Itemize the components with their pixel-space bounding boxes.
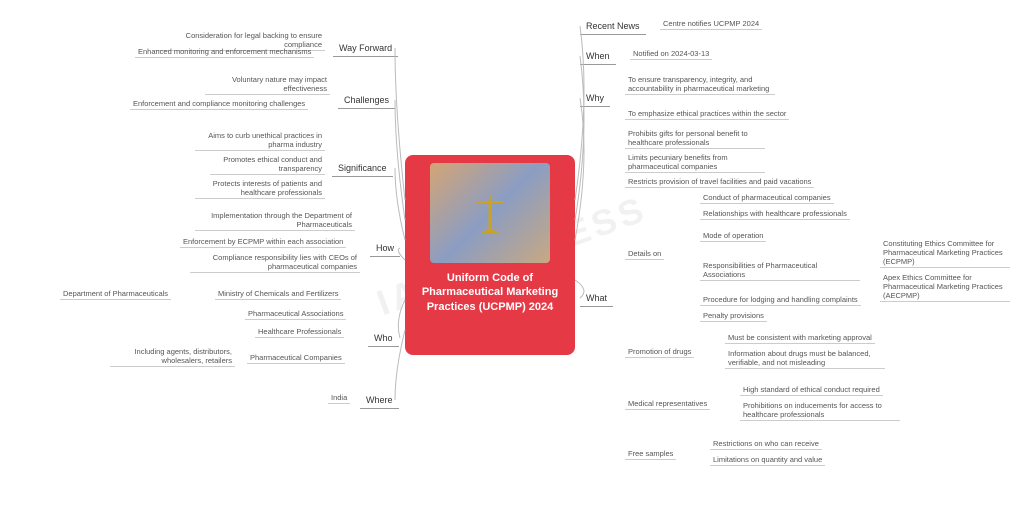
leaf: Aims to curb unethical practices in phar… <box>195 130 325 151</box>
leaf: Promotes ethical conduct and transparenc… <box>210 154 325 175</box>
leaf: Protects interests of patients and healt… <box>195 178 325 199</box>
leaf: Relationships with healthcare profession… <box>700 208 850 220</box>
center-node: Uniform Code of Pharmaceutical Marketing… <box>405 155 575 355</box>
leaf: Ministry of Chemicals and Fertilizers <box>215 288 341 300</box>
branch-why: Why <box>580 90 610 107</box>
leaf: Information about drugs must be balanced… <box>725 348 885 369</box>
leaf: Mode of operation <box>700 230 766 242</box>
branch-significance: Significance <box>332 160 393 177</box>
branch-when: When <box>580 48 616 65</box>
sub-samples: Free samples <box>625 448 676 460</box>
leaf: To emphasize ethical practices within th… <box>625 108 789 120</box>
branch-who: Who <box>368 330 399 347</box>
leaf: Enforcement by ECPMP within each associa… <box>180 236 346 248</box>
leaf: Responsibilities of Pharmaceutical Assoc… <box>700 260 860 281</box>
leaf: Prohibits gifts for personal benefit to … <box>625 128 765 149</box>
leaf: High standard of ethical conduct require… <box>740 384 883 396</box>
leaf: Restrictions on who can receive <box>710 438 822 450</box>
center-image <box>430 163 550 263</box>
leaf: Restricts provision of travel facilities… <box>625 176 814 188</box>
leaf: Conduct of pharmaceutical companies <box>700 192 834 204</box>
leaf: Constituting Ethics Committee for Pharma… <box>880 238 1010 268</box>
branch-how: How <box>370 240 400 257</box>
sub-promotion: Promotion of drugs <box>625 346 694 358</box>
leaf: Department of Pharmaceuticals <box>60 288 171 300</box>
branch-recent-news: Recent News <box>580 18 646 35</box>
leaf: Limitations on quantity and value <box>710 454 825 466</box>
leaf: Penalty provisions <box>700 310 767 322</box>
leaf: To ensure transparency, integrity, and a… <box>625 74 775 95</box>
leaf: Notified on 2024-03-13 <box>630 48 712 60</box>
leaf: Must be consistent with marketing approv… <box>725 332 875 344</box>
leaf: Centre notifies UCPMP 2024 <box>660 18 762 30</box>
leaf: Compliance responsibility lies with CEOs… <box>190 252 360 273</box>
sub-medical: Medical representatives <box>625 398 710 410</box>
branch-challenges: Challenges <box>338 92 395 109</box>
branch-where: Where <box>360 392 399 409</box>
leaf: Including agents, distributors, wholesal… <box>110 346 235 367</box>
branch-what: What <box>580 290 613 307</box>
leaf: Pharmaceutical Companies <box>247 352 345 364</box>
leaf: Apex Ethics Committee for Pharmaceutical… <box>880 272 1010 302</box>
leaf: Enhanced monitoring and enforcement mech… <box>135 46 314 58</box>
leaf: Prohibitions on inducements for access t… <box>740 400 900 421</box>
leaf: Enforcement and compliance monitoring ch… <box>130 98 308 110</box>
leaf: Limits pecuniary benefits from pharmaceu… <box>625 152 765 173</box>
center-title: Uniform Code of Pharmaceutical Marketing… <box>413 271 567 314</box>
leaf: Implementation through the Department of… <box>195 210 355 231</box>
sub-details: Details on <box>625 248 664 260</box>
branch-wayforward: Way Forward <box>333 40 398 57</box>
leaf: Voluntary nature may impact effectivenes… <box>205 74 330 95</box>
leaf: Healthcare Professionals <box>255 326 344 338</box>
leaf: India <box>328 392 350 404</box>
leaf: Procedure for lodging and handling compl… <box>700 294 861 306</box>
leaf: Pharmaceutical Associations <box>245 308 346 320</box>
